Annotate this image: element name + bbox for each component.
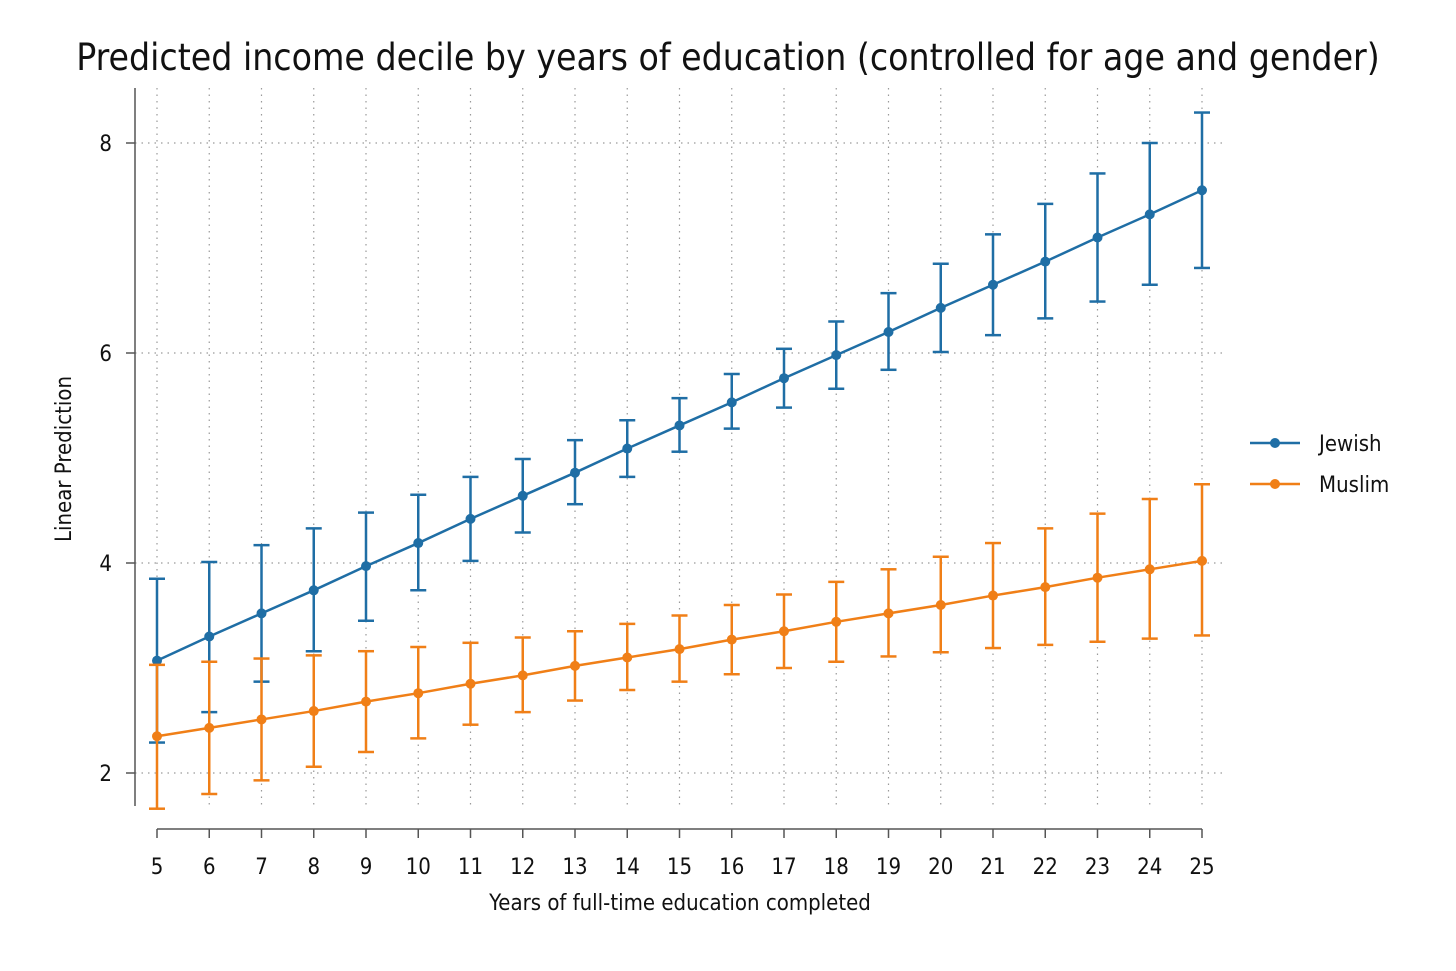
y-tick-label: 2 [99,762,112,787]
data-point-jewish [622,443,633,454]
x-tick-label: 24 [1137,855,1162,880]
data-point-muslim [1040,582,1051,593]
data-point-muslim [204,722,215,733]
series-jewish [149,111,1210,744]
data-point-jewish [883,327,894,337]
data-point-muslim [517,670,528,681]
chart-title: Predicted income decile by years of educ… [76,36,1379,79]
data-point-muslim [988,590,998,601]
x-tick-label: 7 [255,855,268,880]
x-axis-title: Years of full-time education completed [488,891,871,916]
x-tick-label: 20 [928,855,953,880]
data-point-jewish [1197,185,1207,196]
data-point-muslim [935,600,946,610]
data-point-muslim [883,608,894,619]
legend-marker-muslim [1270,479,1280,489]
data-point-jewish [413,538,424,549]
data-point-muslim [1197,555,1207,566]
data-point-jewish [361,561,371,572]
x-tick-label: 23 [1085,855,1110,880]
series-muslim [149,483,1210,810]
x-tick-label: 19 [876,855,901,880]
data-point-jewish [152,655,162,666]
x-tick-label: 25 [1189,855,1214,880]
x-tick-label: 13 [562,855,587,880]
data-point-muslim [674,644,685,655]
data-point-jewish [674,420,685,431]
y-axis-title: Linear Prediction [52,376,77,542]
data-point-jewish [308,585,319,596]
data-point-jewish [204,631,215,642]
data-point-muslim [465,678,476,689]
x-tick-label: 8 [307,855,320,880]
data-point-jewish [1092,232,1103,243]
data-point-jewish [517,490,528,501]
axes [134,88,1202,830]
legend: Jewish Muslim [1250,432,1389,498]
data-point-jewish [465,513,476,524]
data-point-jewish [256,608,267,619]
x-tick-label: 21 [980,855,1005,880]
data-point-jewish [726,397,737,408]
y-tick-label: 4 [99,552,112,577]
legend-label-muslim: Muslim [1319,473,1389,498]
ticks: 5 6 7 8 9 10 11 12 13 14 15 16 17 18 19 20 21 22 23 24 25246… [99,132,1214,880]
data-point-jewish [988,279,998,290]
x-tick-label: 22 [1033,855,1058,880]
data-point-muslim [308,706,319,717]
data-point-muslim [256,714,267,725]
data-point-jewish [831,350,842,361]
data-point-muslim [1144,564,1155,575]
x-tick-label: 6 [203,855,216,880]
x-tick-label: 11 [458,855,483,880]
x-tick-label: 9 [360,855,373,880]
x-tick-label: 14 [615,855,640,880]
data-point-muslim [779,626,789,637]
x-tick-label: 15 [667,855,692,880]
data-point-muslim [622,652,633,663]
data-point-muslim [152,731,162,742]
data-point-muslim [831,616,842,627]
series [149,111,1210,810]
legend-label-jewish: Jewish [1317,432,1382,457]
legend-marker-jewish [1270,438,1280,448]
data-point-muslim [361,696,371,707]
data-point-muslim [1092,572,1103,583]
data-point-jewish [779,373,789,384]
x-tick-label: 5 [151,855,164,880]
data-point-jewish [570,467,580,478]
x-tick-label: 17 [771,855,796,880]
data-point-muslim [570,660,580,671]
data-point-muslim [726,634,737,645]
data-point-jewish [1144,209,1155,220]
x-tick-label: 18 [824,855,849,880]
y-tick-label: 8 [99,132,112,157]
data-point-muslim [413,688,424,699]
y-tick-label: 6 [99,342,112,367]
x-tick-label: 10 [406,855,431,880]
x-tick-label: 12 [510,855,535,880]
data-point-jewish [935,302,946,313]
data-point-jewish [1040,256,1051,267]
x-tick-label: 16 [719,855,744,880]
